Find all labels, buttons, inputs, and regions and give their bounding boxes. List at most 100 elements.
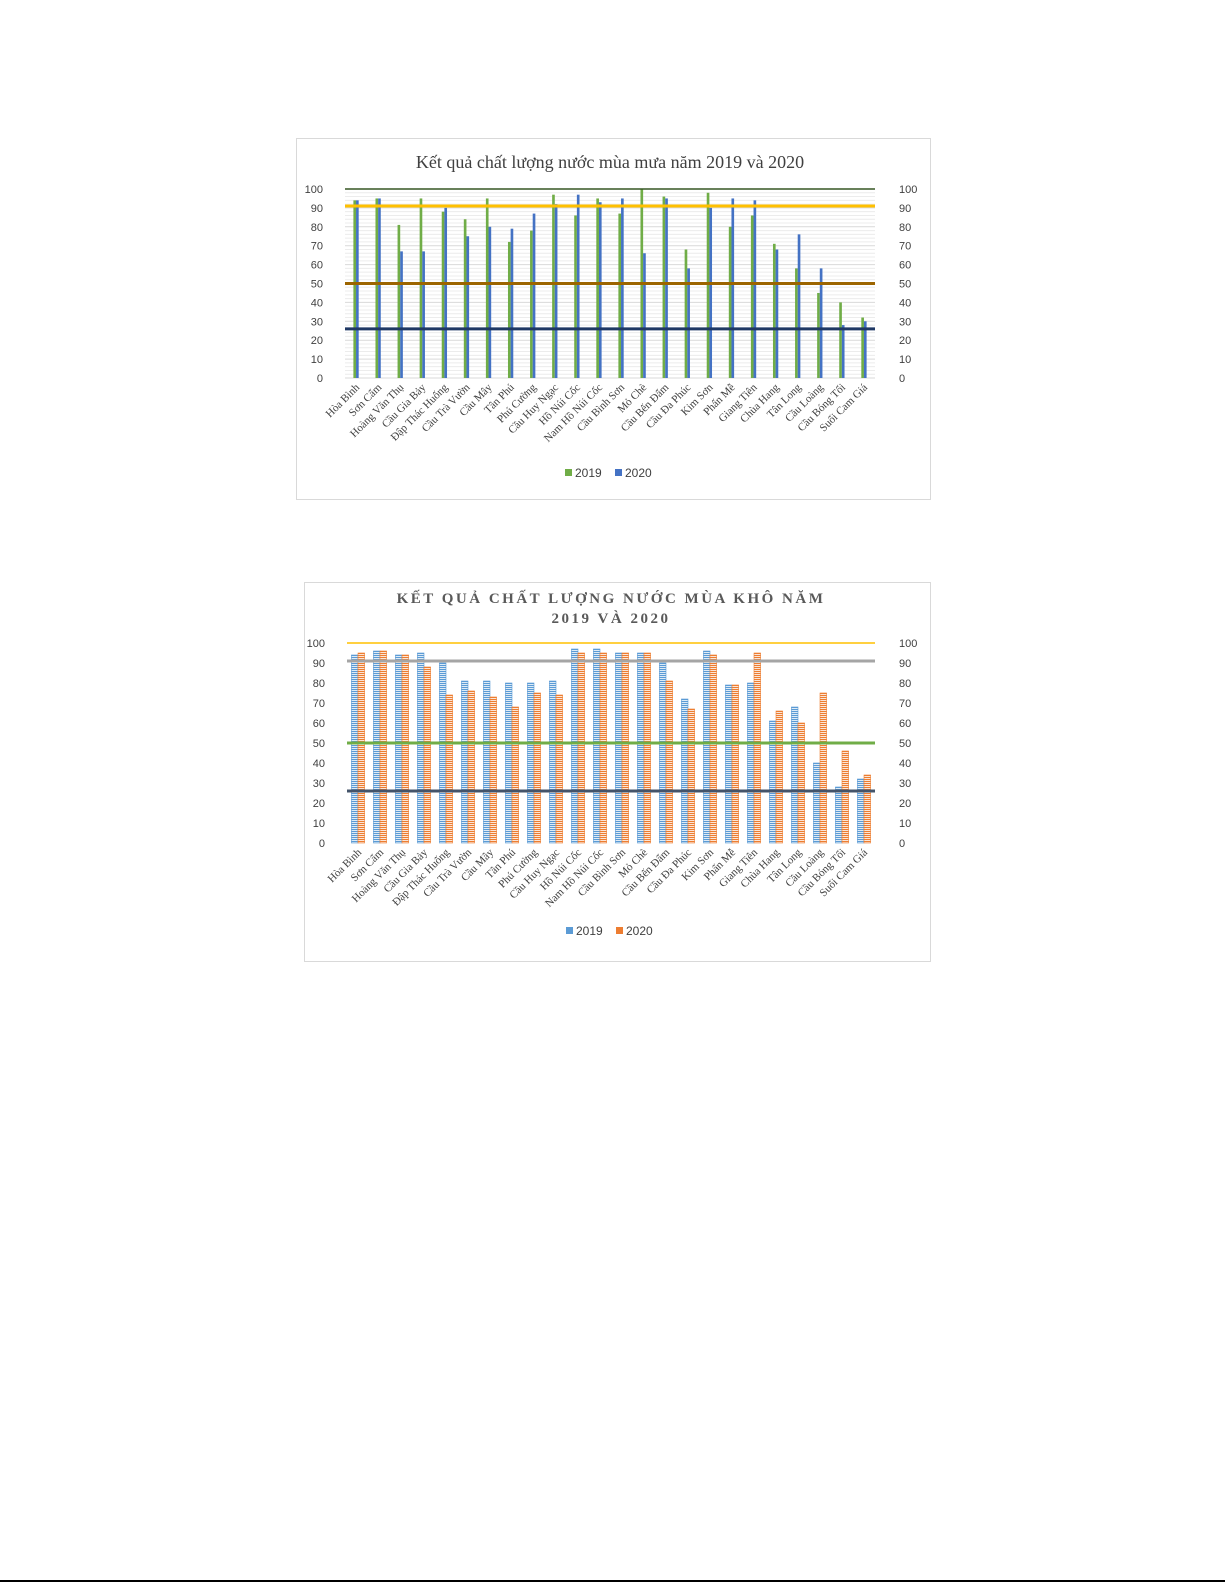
bar-2019-15	[684, 249, 688, 378]
bar-2019-5	[463, 219, 467, 378]
y2-tick-label: 60	[899, 718, 911, 730]
bar-2020-18	[753, 652, 761, 844]
bar-2019-16	[706, 192, 710, 378]
legend-label-2019: 2019	[576, 924, 603, 938]
page-bottom-rule	[0, 1580, 1225, 1582]
bar-2020-23	[863, 774, 871, 844]
bar-2019-14	[659, 662, 667, 844]
bar-2019-16	[703, 650, 711, 844]
y-tick-label: 50	[311, 279, 323, 291]
y-tick-label: 10	[313, 818, 325, 830]
y2-tick-label: 70	[899, 698, 911, 710]
y2-tick-label: 20	[899, 798, 911, 810]
bar-2019-20	[791, 706, 799, 844]
bar-2020-6	[488, 226, 492, 378]
bar-2020-11	[598, 202, 602, 378]
legend-label-2020: 2020	[625, 466, 652, 480]
bar-2020-12	[621, 198, 624, 378]
y-tick-label: 20	[311, 335, 323, 347]
bar-2020-3	[423, 666, 431, 844]
bar-2020-12	[621, 652, 629, 844]
bar-2020-21	[819, 268, 823, 378]
y-tick-label: 80	[311, 222, 323, 234]
bar-2019-3	[417, 652, 425, 844]
bar-2020-8	[532, 213, 536, 378]
bar-2020-4	[445, 694, 453, 844]
bar-2020-10	[577, 652, 585, 844]
bar-2020-10	[576, 194, 580, 378]
bar-2019-15	[681, 698, 689, 844]
y-tick-label: 70	[311, 241, 323, 253]
bar-2019-9	[549, 680, 557, 844]
bar-2020-22	[841, 750, 849, 844]
bar-2020-9	[555, 694, 563, 844]
bar-2019-1	[373, 650, 381, 844]
y-tick-label: 0	[319, 838, 325, 850]
bar-2020-5	[467, 690, 475, 844]
y-tick-label: 30	[313, 778, 325, 790]
bar-2020-23	[863, 321, 867, 378]
bar-2019-10	[574, 215, 577, 378]
bar-2019-10	[571, 648, 579, 844]
bar-2019-19	[769, 720, 777, 844]
bar-2019-22	[839, 302, 842, 378]
y-tick-label: 50	[313, 738, 325, 750]
legend-swatch-2019	[565, 469, 572, 476]
y-tick-label: 90	[313, 658, 325, 670]
bar-2019-1	[375, 198, 379, 378]
y2-tick-label: 50	[899, 279, 911, 291]
y2-tick-label: 90	[899, 658, 911, 670]
bar-2019-11	[596, 198, 599, 378]
bar-2020-20	[797, 722, 805, 844]
bar-2019-20	[795, 268, 798, 378]
y-tick-label: 70	[313, 698, 325, 710]
bar-2019-3	[419, 198, 423, 378]
bar-2019-17	[725, 684, 733, 844]
bar-2020-20	[797, 234, 801, 378]
bar-2020-17	[731, 684, 739, 844]
bar-2020-13	[643, 253, 646, 378]
bar-2019-2	[397, 224, 401, 378]
y2-tick-label: 100	[899, 638, 917, 650]
y2-tick-label: 40	[899, 758, 911, 770]
bar-2019-18	[750, 215, 754, 378]
bar-2019-14	[662, 196, 666, 378]
bar-2020-3	[422, 251, 425, 378]
bar-2019-13	[637, 652, 645, 844]
bar-2019-7	[507, 241, 511, 378]
dry-season-chart-svg: KẾT QUẢ CHẤT LƯỢNG NƯỚC MÙA KHÔ NĂM 2019 …	[307, 590, 918, 938]
y-tick-label: 100	[305, 184, 323, 196]
legend-swatch-2020	[616, 927, 623, 934]
bar-2019-12	[618, 213, 622, 378]
bar-2020-13	[643, 652, 651, 844]
bar-2020-1	[379, 650, 387, 844]
bar-2020-5	[466, 236, 470, 378]
dry-season-chart: KẾT QUẢ CHẤT LƯỢNG NƯỚC MÙA KHÔ NĂM 2019 …	[304, 582, 931, 962]
y2-tick-label: 80	[899, 222, 911, 234]
chart-title: 2019 VÀ 2020	[552, 610, 671, 627]
bar-2020-1	[378, 198, 381, 378]
bar-2019-17	[728, 226, 732, 378]
chart-title: KẾT QUẢ CHẤT LƯỢNG NƯỚC MÙA KHÔ NĂM	[397, 590, 826, 607]
bar-2020-16	[709, 207, 713, 378]
y2-tick-label: 20	[899, 335, 911, 347]
bar-2019-22	[835, 786, 843, 844]
bar-2020-7	[510, 228, 514, 378]
legend-swatch-2020	[615, 469, 622, 476]
bar-2019-0	[351, 654, 359, 844]
bar-2019-8	[527, 682, 535, 844]
bar-2019-5	[461, 680, 469, 844]
y2-tick-label: 10	[899, 818, 911, 830]
bar-2019-21	[817, 292, 820, 378]
bar-2019-12	[615, 652, 623, 844]
bar-2020-14	[665, 198, 668, 378]
legend-label-2019: 2019	[575, 466, 602, 480]
y-tick-label: 10	[311, 354, 323, 366]
y-tick-label: 60	[313, 718, 325, 730]
bar-2020-7	[511, 706, 519, 844]
y-tick-label: 90	[311, 203, 323, 215]
bar-2020-19	[775, 710, 783, 844]
chart-title: Kết quả chất lượng nước mùa mưa năm 2019…	[416, 152, 804, 172]
bar-2020-6	[489, 696, 497, 844]
bar-2019-6	[485, 198, 489, 378]
